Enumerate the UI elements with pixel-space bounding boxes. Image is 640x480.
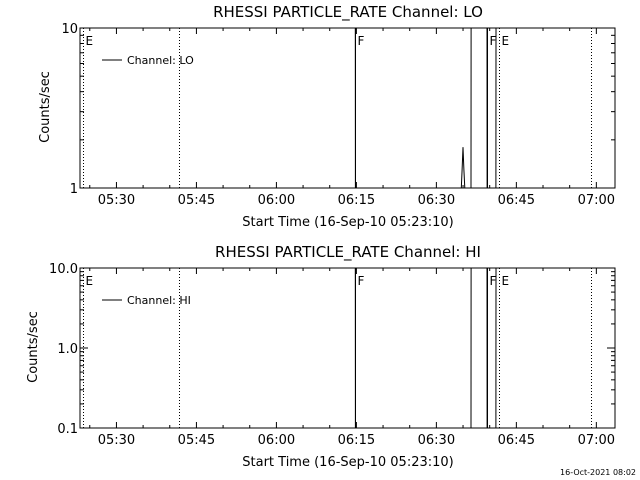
x-tick-label: 05:30 xyxy=(98,193,135,208)
y-tick-label: 1.0 xyxy=(57,342,78,357)
x-tick-label: 06:30 xyxy=(418,433,455,448)
chart-panel-lo: RHESSI PARTICLE_RATE Channel: LO 05:30 05… xyxy=(38,3,615,230)
chart-title: RHESSI PARTICLE_RATE Channel: HI xyxy=(215,243,481,262)
x-tick-label: 05:45 xyxy=(178,433,215,448)
x-axis-label: Start Time (16-Sep-10 05:23:10) xyxy=(242,455,453,470)
x-axis-label: Start Time (16-Sep-10 05:23:10) xyxy=(242,215,453,230)
y-axis-label: Counts/sec xyxy=(26,311,41,383)
series-line xyxy=(355,268,496,428)
event-marker-label: E xyxy=(502,274,510,288)
x-tick-label: 06:15 xyxy=(338,433,375,448)
plot-frame xyxy=(80,28,615,188)
y-tick-label: 10.0 xyxy=(49,262,78,277)
chart-panel-hi: RHESSI PARTICLE_RATE Channel: HI 05:30 05… xyxy=(26,243,615,470)
series-line xyxy=(355,28,496,188)
plot-frame xyxy=(80,268,615,428)
event-marker-label: F xyxy=(358,34,365,48)
x-tick-label: 07:00 xyxy=(578,433,615,448)
x-tick-label: 05:45 xyxy=(178,193,215,208)
y-tick-label: 10 xyxy=(61,22,78,37)
legend-label: Channel: HI xyxy=(127,294,191,307)
x-tick-label: 05:30 xyxy=(98,433,135,448)
event-marker-label: F xyxy=(490,274,497,288)
y-tick-label: 0.1 xyxy=(57,422,78,437)
x-tick-label: 06:15 xyxy=(338,193,375,208)
y-axis-label: Counts/sec xyxy=(38,71,53,143)
event-marker-label: F xyxy=(490,34,497,48)
plot-area: 05:30 05:45 06:00 06:15 06:30 06:45 07:00 0.1 1.… xyxy=(49,262,615,448)
legend-label: Channel: LO xyxy=(127,54,194,67)
event-marker-label: E xyxy=(86,34,94,48)
footer-timestamp: 16-Oct-2021 08:02 xyxy=(560,468,636,477)
y-tick-label: 1 xyxy=(70,182,78,197)
x-tick-label: 06:30 xyxy=(418,193,455,208)
x-tick-label: 06:45 xyxy=(498,433,535,448)
x-tick-label: 07:00 xyxy=(578,193,615,208)
chart-title: RHESSI PARTICLE_RATE Channel: LO xyxy=(213,3,483,22)
x-tick-label: 06:45 xyxy=(498,193,535,208)
event-marker-label: E xyxy=(502,34,510,48)
x-tick-label: 06:00 xyxy=(258,433,295,448)
x-tick-label: 06:00 xyxy=(258,193,295,208)
event-marker-label: E xyxy=(86,274,94,288)
event-marker-label: F xyxy=(358,274,365,288)
